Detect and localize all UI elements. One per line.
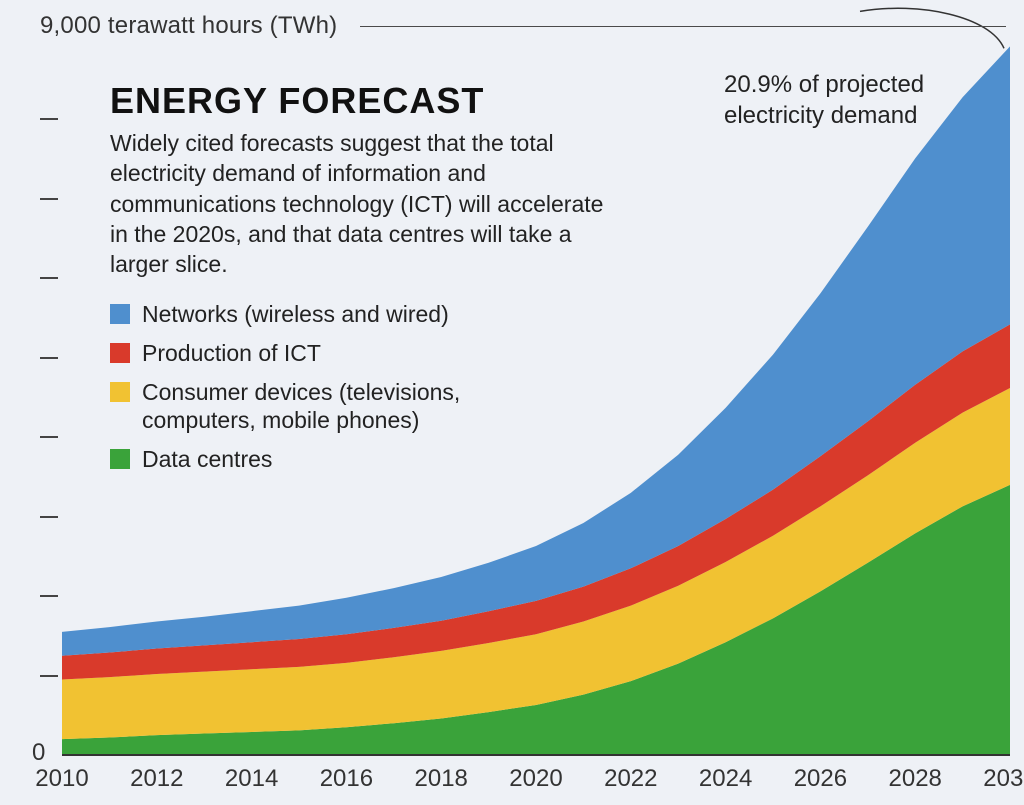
x-tick-label: 2016 [320,765,373,793]
x-tick-label: 2022 [604,765,657,793]
legend-swatch [110,449,130,469]
legend-swatch [110,343,130,363]
y-tick-mark [40,118,58,120]
y-tick-mark [40,198,58,200]
x-tick-label: 2014 [225,765,278,793]
y-axis-top-rule [360,26,1006,27]
title-block: ENERGY FORECAST Widely cited forecasts s… [110,80,610,280]
x-tick-label: 2012 [130,765,183,793]
y-tick-mark [40,675,58,677]
y-tick-mark [40,595,58,597]
legend-item-production_ict: Production of ICT [110,339,540,368]
y-tick-mark [40,436,58,438]
callout-pointer [860,8,1004,48]
legend-item-consumer_devices: Consumer devices (televisions, computers… [110,378,540,436]
callout-label: 20.9% of projected electricity demand [724,70,984,131]
legend-label: Production of ICT [142,339,321,368]
legend-label: Networks (wireless and wired) [142,300,449,329]
legend-label: Data centres [142,445,272,474]
y-tick-mark [40,516,58,518]
x-tick-label: 2018 [414,765,467,793]
chart-title: ENERGY FORECAST [110,80,610,122]
legend-item-networks: Networks (wireless and wired) [110,300,540,329]
chart-subtitle: Widely cited forecasts suggest that the … [110,128,610,280]
x-tick-label: 2028 [888,765,941,793]
legend-label: Consumer devices (televisions, computers… [142,378,540,436]
x-tick-label: 2020 [509,765,562,793]
legend-item-data_centres: Data centres [110,445,540,474]
x-tick-label: 2010 [35,765,88,793]
energy-forecast-chart: 9,000 terawatt hours (TWh) ENERGY FORECA… [0,0,1024,805]
y-tick-mark [40,277,58,279]
x-tick-label: 2026 [794,765,847,793]
legend: Networks (wireless and wired) Production … [110,300,540,484]
legend-swatch [110,304,130,324]
y-axis-top-label: 9,000 terawatt hours (TWh) [40,12,337,40]
y-zero-label: 0 [32,739,45,767]
y-tick-mark [40,357,58,359]
x-tick-label: 2030 [983,765,1024,793]
legend-swatch [110,382,130,402]
x-tick-label: 2024 [699,765,752,793]
